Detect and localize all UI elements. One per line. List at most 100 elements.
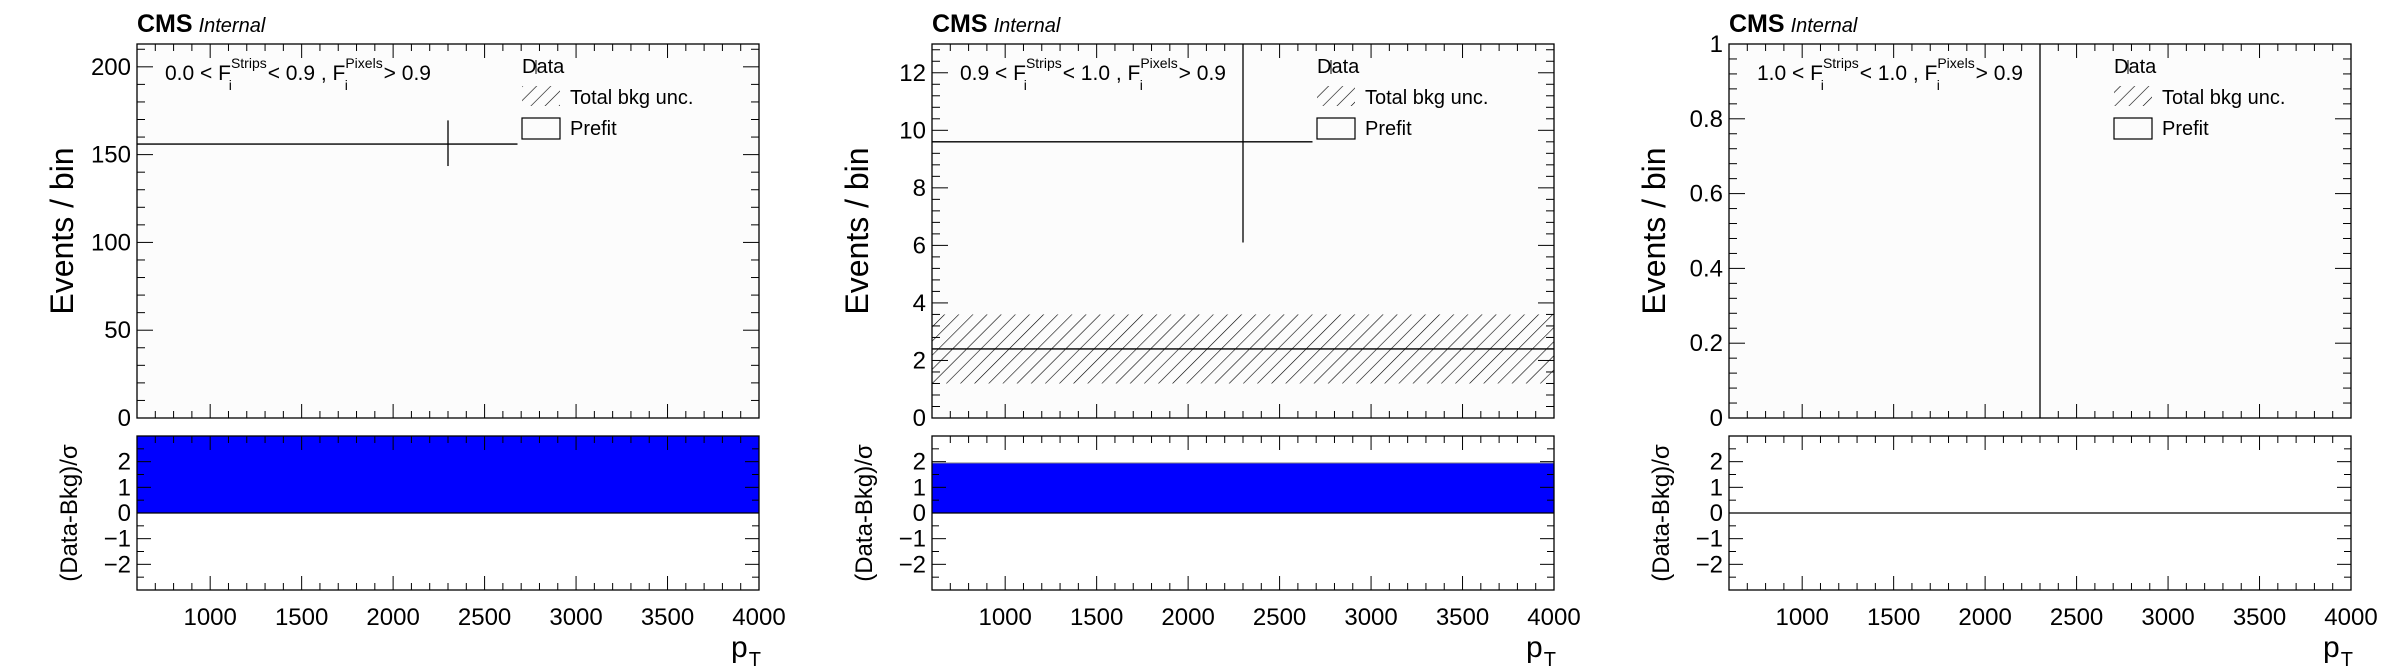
ratio-tick-label: 1 — [1710, 474, 1723, 501]
x-tick-label: 3000 — [1344, 604, 1397, 631]
x-tick-label: 4000 — [1527, 604, 1580, 631]
x-axis-label-sub: T — [1544, 649, 1556, 671]
x-tick-label: 2500 — [458, 604, 511, 631]
experiment-status: Internal — [994, 15, 1061, 37]
legend-unc-swatch — [1317, 86, 1355, 106]
experiment-status: Internal — [199, 15, 266, 37]
legend-unc-label: Total bkg unc. — [2162, 87, 2285, 109]
legend-prefit-swatch — [521, 117, 561, 140]
y-tick-label: 1 — [1710, 31, 1723, 58]
x-tick-label: 2000 — [1958, 604, 2011, 631]
y-tick-label: 0.2 — [1690, 330, 1723, 357]
x-tick-label: 4000 — [732, 604, 785, 631]
x-tick-label: 3500 — [2233, 604, 2286, 631]
x-tick-label: 4000 — [2324, 604, 2377, 631]
y-axis-label: Events / bin — [839, 147, 875, 314]
y-tick-label: 12 — [899, 60, 926, 87]
legend-prefit-label: Prefit — [1365, 118, 1412, 140]
x-tick-label: 2000 — [1161, 604, 1214, 631]
category-label: 1.0 < FStrips i < 1.0 , FPixels i > 0.9 — [1757, 55, 2023, 93]
y-tick-label: 0 — [913, 405, 926, 432]
ratio-tick-label: 2 — [118, 449, 131, 476]
x-axis-label-sub: T — [2341, 649, 2353, 671]
pull-bar — [136, 435, 760, 514]
x-tick-label: 3500 — [641, 604, 694, 631]
ratio-tick-label: 1 — [118, 474, 131, 501]
x-tick-label: 2000 — [366, 604, 419, 631]
pull-bar — [931, 462, 1555, 514]
legend-data-label: Data — [522, 56, 565, 78]
x-axis-label: pT — [731, 631, 761, 671]
x-tick-label: 3000 — [549, 604, 602, 631]
y-tick-label: 4 — [913, 290, 926, 317]
x-tick-label: 1000 — [1775, 604, 1828, 631]
legend-data-label: Data — [2114, 56, 2157, 78]
x-tick-label: 2500 — [2050, 604, 2103, 631]
y-tick-label: 0.6 — [1690, 181, 1723, 208]
y-tick-label: 0.8 — [1690, 106, 1723, 133]
y-tick-label: 200 — [91, 54, 131, 81]
y-tick-label: 8 — [913, 175, 926, 202]
y-axis-label: Events / bin — [44, 147, 80, 314]
legend-unc-swatch — [2114, 86, 2152, 106]
ratio-tick-label: 2 — [1710, 449, 1723, 476]
ratio-tick-label: 0 — [118, 500, 131, 527]
ratio-tick-label: −1 — [104, 526, 131, 553]
y-tick-label: 10 — [899, 117, 926, 144]
ratio-tick-label: −2 — [899, 551, 926, 578]
y-tick-label: 0 — [118, 405, 131, 432]
y-tick-label: 0 — [1710, 405, 1723, 432]
x-tick-label: 1500 — [1070, 604, 1123, 631]
legend-prefit-swatch — [2113, 117, 2153, 140]
x-tick-label: 2500 — [1253, 604, 1306, 631]
x-tick-label: 1500 — [1867, 604, 1920, 631]
main-plot-area — [137, 44, 759, 418]
ratio-tick-label: −2 — [1696, 551, 1723, 578]
ratio-y-axis-label: (Data-Bkg)/σ — [56, 444, 83, 582]
x-tick-label: 1500 — [275, 604, 328, 631]
category-label: 0.0 < FStrips i < 0.9 , FPixels i > 0.9 — [165, 55, 431, 93]
ratio-tick-label: 1 — [913, 474, 926, 501]
legend-prefit-swatch — [1316, 117, 1356, 140]
ratio-tick-label: 0 — [1710, 500, 1723, 527]
legend-unc-label: Total bkg unc. — [1365, 87, 1488, 109]
legend-prefit-label: Prefit — [570, 118, 617, 140]
y-tick-label: 2 — [913, 347, 926, 374]
x-tick-label: 3500 — [1436, 604, 1489, 631]
experiment-label: CMS Internal — [932, 10, 1061, 38]
y-tick-label: 0.4 — [1690, 255, 1723, 282]
x-tick-label: 3000 — [2141, 604, 2194, 631]
category-label: 0.9 < FStrips i < 1.0 , FPixels i > 0.9 — [960, 55, 1226, 93]
x-axis-label: pT — [2323, 631, 2353, 671]
y-tick-label: 50 — [104, 317, 131, 344]
ratio-tick-label: −1 — [899, 526, 926, 553]
ratio-tick-label: 0 — [913, 500, 926, 527]
ratio-tick-label: −2 — [104, 551, 131, 578]
y-tick-label: 6 — [913, 232, 926, 259]
ratio-tick-label: −1 — [1696, 526, 1723, 553]
x-axis-label-sub: T — [749, 649, 761, 671]
experiment-label: CMS Internal — [137, 10, 266, 38]
experiment-status: Internal — [1791, 15, 1858, 37]
x-tick-label: 1000 — [978, 604, 1031, 631]
ratio-y-axis-label: (Data-Bkg)/σ — [851, 444, 878, 582]
legend-unc-label: Total bkg unc. — [570, 87, 693, 109]
x-tick-label: 1000 — [183, 604, 236, 631]
y-tick-label: 100 — [91, 229, 131, 256]
ratio-tick-label: 2 — [913, 449, 926, 476]
y-tick-label: 150 — [91, 142, 131, 169]
y-axis-label: Events / bin — [1636, 147, 1672, 314]
x-axis-label: pT — [1526, 631, 1556, 671]
legend-prefit-label: Prefit — [2162, 118, 2209, 140]
ratio-y-axis-label: (Data-Bkg)/σ — [1648, 444, 1675, 582]
legend-unc-swatch — [522, 86, 560, 106]
experiment-label: CMS Internal — [1729, 10, 1858, 38]
legend-data-label: Data — [1317, 56, 1360, 78]
